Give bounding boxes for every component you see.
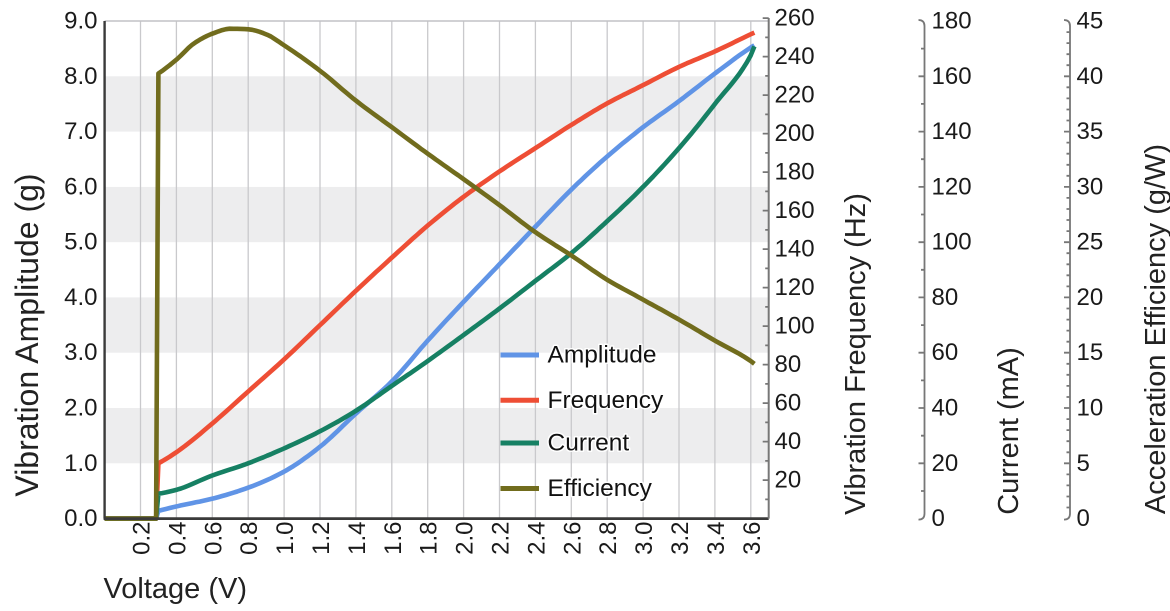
svg-text:Vibration Frequency (Hz): Vibration Frequency (Hz) [840, 193, 872, 515]
svg-text:1.0: 1.0 [272, 522, 299, 555]
svg-text:0.6: 0.6 [200, 522, 227, 555]
svg-text:2.0: 2.0 [452, 522, 479, 555]
svg-text:160: 160 [775, 197, 815, 224]
svg-text:6.0: 6.0 [64, 173, 97, 200]
svg-text:9.0: 9.0 [64, 8, 97, 35]
svg-text:1.4: 1.4 [344, 522, 371, 555]
svg-text:1.0: 1.0 [64, 450, 97, 477]
svg-text:180: 180 [775, 159, 815, 186]
svg-text:3.0: 3.0 [64, 339, 97, 366]
svg-text:8.0: 8.0 [64, 63, 97, 90]
svg-text:2.4: 2.4 [523, 522, 550, 555]
svg-text:3.6: 3.6 [739, 522, 766, 555]
svg-text:30: 30 [1077, 173, 1104, 200]
svg-text:0: 0 [932, 505, 945, 532]
svg-text:20: 20 [932, 450, 959, 477]
svg-text:Voltage (V): Voltage (V) [104, 573, 247, 605]
svg-text:Amplitude: Amplitude [548, 342, 657, 369]
svg-text:80: 80 [775, 351, 802, 378]
svg-text:60: 60 [932, 339, 959, 366]
svg-text:40: 40 [932, 395, 959, 422]
svg-text:80: 80 [932, 284, 959, 311]
svg-text:45: 45 [1077, 8, 1104, 35]
svg-text:3.2: 3.2 [667, 522, 694, 555]
svg-text:100: 100 [775, 313, 815, 340]
svg-text:10: 10 [1077, 395, 1104, 422]
svg-text:120: 120 [932, 173, 972, 200]
svg-text:Current: Current [548, 430, 630, 457]
svg-text:140: 140 [775, 236, 815, 263]
svg-text:60: 60 [775, 390, 802, 417]
svg-text:1.6: 1.6 [380, 522, 407, 555]
svg-text:2.2: 2.2 [488, 522, 515, 555]
svg-text:0: 0 [1077, 505, 1090, 532]
svg-text:15: 15 [1077, 339, 1104, 366]
svg-text:180: 180 [932, 8, 972, 35]
svg-text:0.0: 0.0 [64, 505, 97, 532]
svg-text:3.0: 3.0 [631, 522, 658, 555]
svg-text:100: 100 [932, 229, 972, 256]
svg-text:Current (mA): Current (mA) [993, 347, 1025, 515]
svg-text:2.0: 2.0 [64, 395, 97, 422]
svg-text:240: 240 [775, 43, 815, 70]
svg-text:40: 40 [775, 428, 802, 455]
svg-text:7.0: 7.0 [64, 118, 97, 145]
svg-text:Vibration Amplitude (g): Vibration Amplitude (g) [9, 173, 45, 496]
svg-text:5.0: 5.0 [64, 229, 97, 256]
svg-text:140: 140 [932, 118, 972, 145]
svg-text:2.8: 2.8 [595, 522, 622, 555]
svg-text:20: 20 [1077, 284, 1104, 311]
svg-text:4.0: 4.0 [64, 284, 97, 311]
svg-text:3.4: 3.4 [703, 522, 730, 555]
svg-text:0.2: 0.2 [129, 522, 156, 555]
svg-text:Efficiency: Efficiency [548, 475, 653, 502]
svg-text:Acceleration Efficiency (g/W): Acceleration Efficiency (g/W) [1140, 144, 1170, 514]
svg-text:2.6: 2.6 [559, 522, 586, 555]
svg-text:120: 120 [775, 274, 815, 301]
svg-text:25: 25 [1077, 229, 1104, 256]
svg-text:200: 200 [775, 120, 815, 147]
svg-text:0.4: 0.4 [164, 522, 191, 555]
svg-text:260: 260 [775, 5, 815, 32]
svg-text:Frequency: Frequency [548, 387, 665, 414]
svg-text:5: 5 [1077, 450, 1090, 477]
svg-text:40: 40 [1077, 63, 1104, 90]
svg-text:1.2: 1.2 [308, 522, 335, 555]
svg-text:1.8: 1.8 [416, 522, 443, 555]
svg-text:35: 35 [1077, 118, 1104, 145]
svg-text:20: 20 [775, 467, 802, 494]
svg-text:160: 160 [932, 63, 972, 90]
svg-text:220: 220 [775, 82, 815, 109]
svg-text:0.8: 0.8 [236, 522, 263, 555]
